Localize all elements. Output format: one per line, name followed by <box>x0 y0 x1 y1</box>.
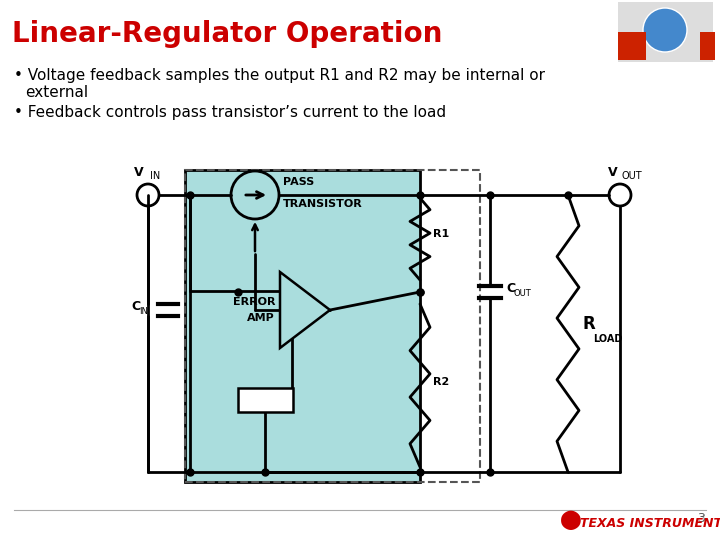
Text: • Voltage feedback samples the output R1 and R2 may be internal or: • Voltage feedback samples the output R1… <box>14 68 545 83</box>
Bar <box>618 32 646 60</box>
Bar <box>700 32 715 60</box>
Polygon shape <box>280 272 330 348</box>
Text: 3: 3 <box>697 512 705 525</box>
Text: C: C <box>506 281 515 294</box>
Text: TRANSISTOR: TRANSISTOR <box>283 199 363 209</box>
Text: C: C <box>131 300 140 313</box>
Bar <box>618 2 713 62</box>
Text: IN: IN <box>139 307 148 315</box>
Text: ⬤: ⬤ <box>560 511 582 530</box>
Text: Linear-Regulator Operation: Linear-Regulator Operation <box>12 20 442 48</box>
Text: REF: REF <box>263 396 279 406</box>
Text: R2: R2 <box>433 377 449 387</box>
Circle shape <box>643 8 687 52</box>
Text: IN: IN <box>150 171 161 181</box>
Text: OUT: OUT <box>513 288 531 298</box>
Text: external: external <box>25 85 88 100</box>
Text: TEXAS INSTRUMENTS: TEXAS INSTRUMENTS <box>580 517 720 530</box>
Text: R: R <box>582 315 595 333</box>
Text: • Feedback controls pass transistor’s current to the load: • Feedback controls pass transistor’s cu… <box>14 105 446 120</box>
Text: PASS: PASS <box>283 177 314 187</box>
Text: V: V <box>608 166 618 179</box>
Text: ERROR: ERROR <box>233 297 275 307</box>
Bar <box>238 388 293 412</box>
Text: V: V <box>251 392 260 404</box>
Text: R1: R1 <box>433 229 449 239</box>
Bar <box>185 170 480 482</box>
Text: V: V <box>135 166 144 179</box>
Text: OUT: OUT <box>622 171 643 181</box>
Bar <box>185 170 420 482</box>
Text: AMP: AMP <box>247 313 275 323</box>
Text: LOAD: LOAD <box>593 334 622 344</box>
